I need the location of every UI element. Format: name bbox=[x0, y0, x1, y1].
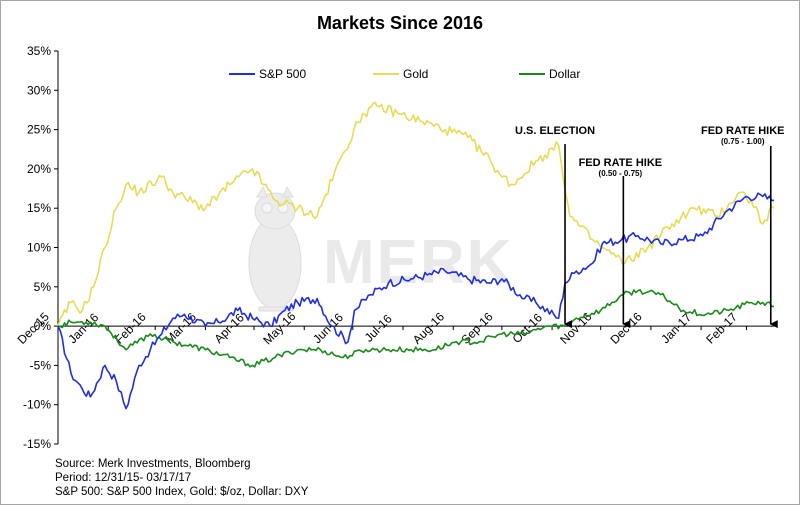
annotation-label: FED RATE HIKE bbox=[701, 125, 785, 137]
legend-label: S&P 500 bbox=[259, 67, 306, 81]
y-tick-label: -10% bbox=[23, 398, 51, 412]
x-tick-label: Dec-16 bbox=[607, 309, 644, 346]
y-tick-label: -5% bbox=[30, 358, 52, 372]
footer-line: Period: 12/31/15- 03/17/17 bbox=[55, 472, 191, 484]
x-axis-ticks: Dec-15 Jan-16 Feb-16 Mar-16 Apr-16 May-16 Jun-… bbox=[15, 309, 747, 347]
series-line-dollar bbox=[57, 289, 775, 368]
y-axis-ticks: 35% 30% 25% 20% 15% 10% 5% 0% -5% -10% -15% bbox=[23, 44, 58, 451]
legend-item-s-p-500: S&P 500 bbox=[229, 67, 306, 81]
x-tick-label: Jun-16 bbox=[310, 310, 346, 346]
y-tick-label: 35% bbox=[27, 44, 51, 58]
chart-title: Markets Since 2016 bbox=[317, 13, 483, 33]
x-tick-label: Jan-16 bbox=[65, 310, 101, 346]
legend-label: Dollar bbox=[549, 67, 580, 81]
annotation-label: U.S. ELECTION bbox=[515, 125, 595, 137]
y-tick-label: 30% bbox=[27, 83, 51, 97]
annotation-sublabel: (0.75 - 1.00) bbox=[721, 137, 765, 146]
y-tick-label: 10% bbox=[27, 241, 51, 255]
legend: S&P 500 Gold Dollar bbox=[229, 67, 580, 81]
footer-line: S&P 500: S&P 500 Index, Gold: $/oz, Doll… bbox=[55, 486, 309, 498]
x-tick-label: Jul-16 bbox=[362, 312, 395, 345]
legend-item-gold: Gold bbox=[373, 67, 428, 81]
y-tick-label: 25% bbox=[27, 123, 51, 137]
y-tick-label: -15% bbox=[23, 437, 51, 451]
footer-line: Source: Merk Investments, Bloomberg bbox=[55, 458, 251, 470]
series-lines bbox=[57, 101, 775, 410]
y-tick-label: 0% bbox=[34, 319, 52, 333]
annotation-sublabel: (0.50 - 0.75) bbox=[599, 169, 643, 178]
annotation-label: FED RATE HIKE bbox=[579, 157, 663, 169]
x-tick-label: Aug-16 bbox=[410, 309, 447, 346]
x-tick-label: Jan-17 bbox=[658, 310, 694, 346]
series-line-gold bbox=[57, 101, 775, 327]
x-tick-label: Oct-16 bbox=[510, 310, 546, 346]
legend-item-dollar: Dollar bbox=[519, 67, 580, 81]
series-line-s-p-500 bbox=[57, 192, 775, 410]
y-tick-label: 5% bbox=[34, 280, 52, 294]
x-tick-label: Feb-17 bbox=[703, 310, 740, 347]
watermark-text: MERK bbox=[323, 228, 514, 297]
y-tick-label: 20% bbox=[27, 162, 51, 176]
merk-watermark: MERK bbox=[248, 185, 514, 312]
y-tick-label: 15% bbox=[27, 201, 51, 215]
chart-footer: Source: Merk Investments, Bloomberg Perio… bbox=[55, 458, 309, 498]
legend-label: Gold bbox=[403, 67, 428, 81]
x-tick-label: Sep-16 bbox=[458, 309, 495, 346]
